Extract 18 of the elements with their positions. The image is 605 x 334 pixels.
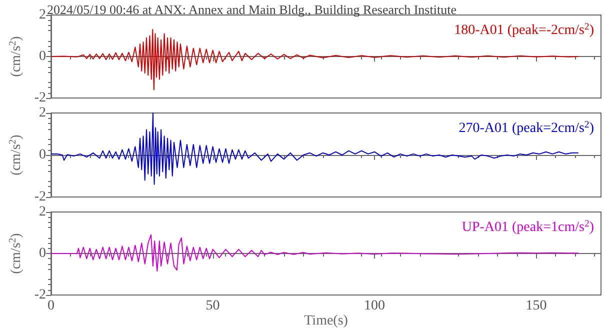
- y-tick-label: -2: [34, 90, 46, 106]
- line-series: [50, 234, 579, 272]
- y-tick-label: 0: [39, 49, 46, 64]
- y-axis-title: (cm/s2): [8, 36, 24, 77]
- y-tick-label: -2: [34, 190, 46, 204]
- y-tick-label: 2: [39, 106, 46, 120]
- x-axis-title: Time(s): [304, 313, 348, 328]
- y-tick-label: 0: [39, 148, 46, 162]
- y-axis-title: (cm/s2): [8, 232, 24, 274]
- y-tick-label: -2: [34, 288, 46, 302]
- chart-title: 2024/05/19 00:46 at ANX: Annex and Main Bldg., Building Research Institute: [47, 2, 457, 17]
- y-tick-label: 2: [39, 8, 46, 22]
- x-tick-label: 50: [206, 298, 220, 314]
- y-tick-label: 0: [39, 246, 46, 261]
- x-tick-label: 150: [526, 298, 547, 314]
- x-tick-label: 100: [364, 298, 386, 314]
- y-tick-label: 2: [39, 204, 46, 220]
- y-axis-title: (cm/s2): [8, 134, 24, 176]
